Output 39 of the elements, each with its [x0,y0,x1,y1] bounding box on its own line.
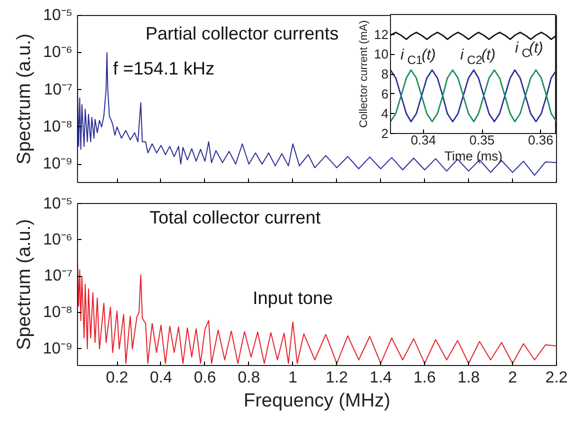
y-axis-title: Collector current (mA) [358,20,370,128]
x-tick-label: 1 [288,370,298,386]
y-tick-label: 10⁻⁵ [43,196,73,212]
x-tick-label: 0.8 [238,370,260,386]
y-tick-label: 6 [381,86,389,102]
annotation: Input tone [252,288,333,308]
annotation: Partial collector currents [146,24,339,44]
x-tick-label: 1.2 [326,370,348,386]
x-axis-title: Frequency (MHz) [244,390,390,412]
y-tick-label: 10⁻⁹ [42,156,73,173]
annotation: f =154.1 kHz [112,58,215,79]
x-tick-label: 0.35 [469,132,495,148]
y-tick-label: 10⁻⁹ [42,340,73,358]
x-tick-label: 2 [508,370,518,386]
x-axis-title: Time (ms) [444,148,503,164]
x-tick-label: 1.8 [457,370,480,386]
x-tick-label: 0.34 [410,132,436,148]
x-tick-label: 1.4 [370,370,392,386]
y-tick-label: 10⁻⁷ [44,81,73,98]
y-tick-label: 10⁻⁸ [42,118,72,136]
line-series [390,69,556,122]
x-tick-label: 0.2 [106,370,128,386]
annotation: Total collector current [150,208,321,228]
x-tick-label: 0.36 [528,132,554,148]
y-tick-label: 4 [381,106,389,122]
x-tick-label: 0.6 [194,370,216,386]
y-tick-label: 10⁻⁶ [43,231,73,248]
y-axis-title: Spectrum (a.u.) [14,219,35,350]
y-tick-label: 10⁻⁷ [44,268,73,285]
y-tick-label: 8 [381,66,389,82]
x-tick-label: 2.2 [545,370,568,386]
x-tick-label: 0.4 [150,370,172,386]
y-tick-label: 12 [374,26,389,42]
y-tick-label: 10⁻⁵ [43,7,73,24]
y-tick-label: 10⁻⁶ [43,44,73,62]
x-tick-label: 1.6 [414,370,436,386]
y-tick-label: 10⁻⁸ [42,304,72,322]
y-axis-title: Spectrum (a.u.) [14,34,35,164]
y-tick-label: 10 [374,46,389,62]
